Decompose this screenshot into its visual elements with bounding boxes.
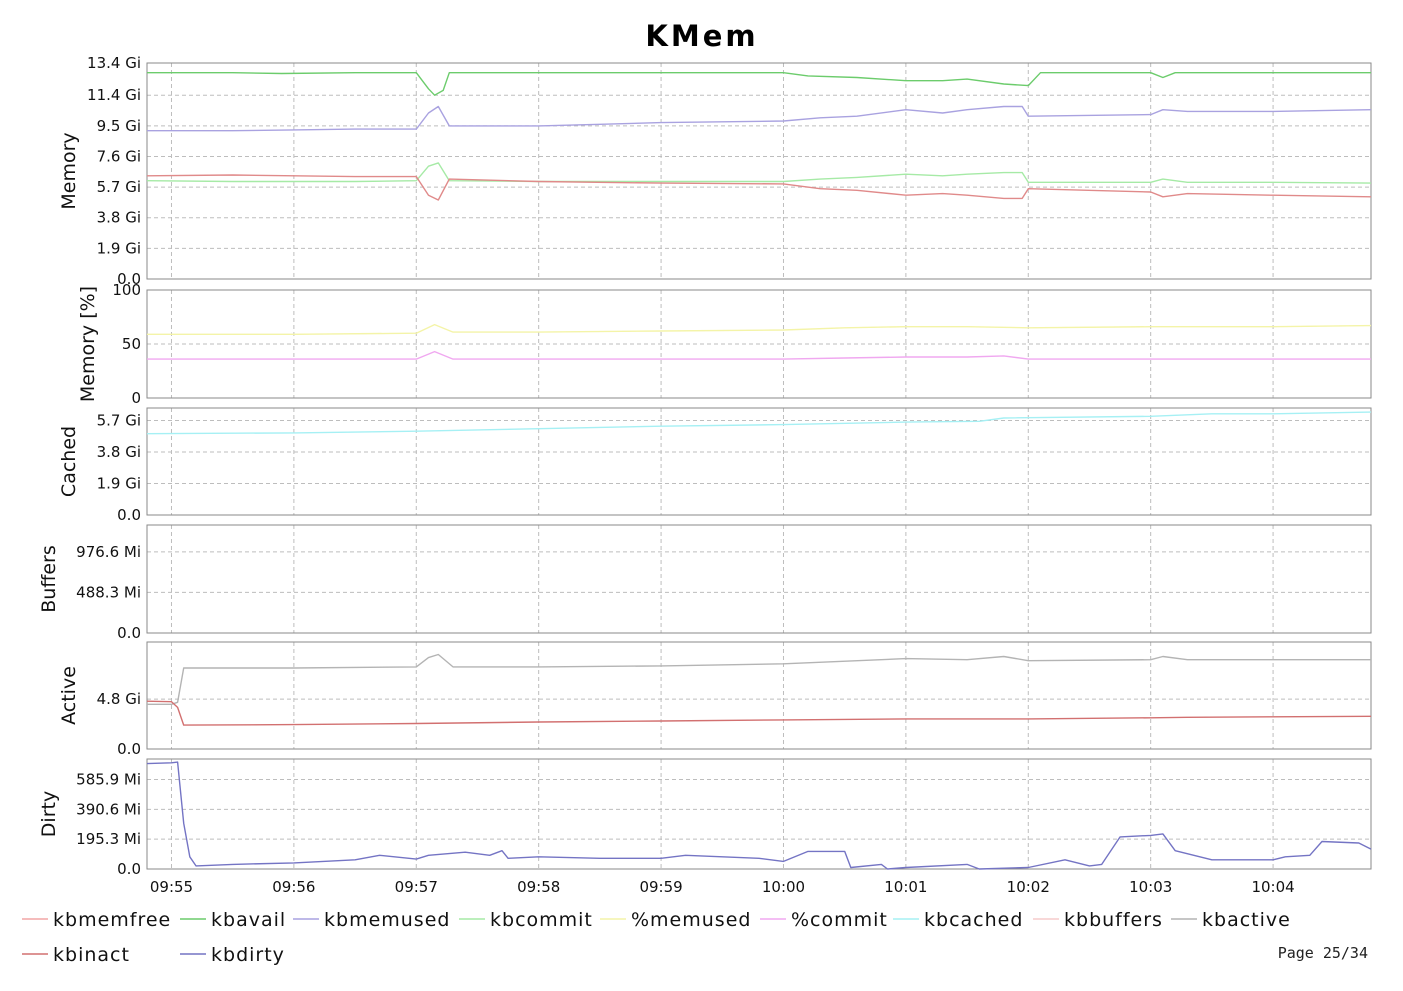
y-axis-label: Buffers: [38, 545, 60, 613]
panel-memory: 0.0 1.9 Gi 3.8 Gi 5.7 Gi 7.6 Gi 9.5 Gi 11.4 Gi…: [58, 54, 1372, 288]
y-tick-label: 0.0: [117, 624, 141, 642]
panel-frame: [146, 641, 1372, 750]
panel-frame: [146, 524, 1372, 634]
y-axis-label: Memory [%]: [77, 286, 99, 402]
series-line-kbcommit: [146, 162, 1372, 184]
panel-memory-pct: 0 50 100 Memory [%]: [77, 281, 1372, 407]
chart-panels: 0.0 1.9 Gi 3.8 Gi 5.7 Gi 7.6 Gi 9.5 Gi 11.4 Gi…: [38, 54, 1372, 878]
y-axis-label: Memory: [58, 132, 80, 209]
y-tick-label: 5.7 Gi: [97, 178, 141, 196]
y-tick-label: 4.8 Gi: [97, 690, 141, 708]
series-line-kbmemused: [147, 105, 1372, 132]
y-tick-label: 195.3 Mi: [76, 830, 141, 848]
y-axis-label: Active: [58, 666, 80, 725]
series-line-pct-commit: [147, 350, 1371, 360]
legend-item-kbmemused: kbmemused: [293, 909, 450, 931]
legend-label: kbbuffers: [1064, 909, 1163, 931]
y-tick-label: 3.8 Gi: [97, 443, 141, 461]
series-line-pct-memused: [147, 323, 1372, 335]
legend-label: kbmemused: [324, 909, 450, 931]
x-tick-label: 09:59: [639, 878, 682, 896]
y-tick-label: 488.3 Mi: [76, 583, 141, 601]
x-tick-label: 10:01: [884, 878, 927, 896]
legend-label: kbmemfree: [53, 909, 171, 931]
panel-buffers: 0.0 488.3 Mi 976.6 Mi Buffers: [38, 524, 1372, 642]
chart-title: KMem: [645, 19, 758, 53]
y-tick-label: 1.9 Gi: [97, 474, 141, 492]
legend-item-kbcached: kbcached: [893, 909, 1023, 931]
x-tick-label: 09:56: [272, 878, 315, 896]
x-tick-label: 10:03: [1129, 878, 1172, 896]
legend-item-kbinact: kbinact: [22, 944, 130, 966]
series-line-kbinact: [146, 700, 1372, 726]
legend-item-kbmemfree: kbmemfree: [22, 909, 171, 931]
x-tick-label: 10:04: [1251, 878, 1294, 896]
x-tick-label: 10:00: [762, 878, 805, 896]
legend-label: kbcommit: [490, 909, 593, 931]
legend-item-kbavail: kbavail: [180, 909, 286, 931]
series-line-kbavail: [147, 72, 1371, 96]
page-label: Page 25/34: [1278, 944, 1368, 962]
legend-item-kbactive: kbactive: [1171, 909, 1291, 931]
series-line-kbcached: [146, 411, 1372, 435]
series-line-kbdirty: [146, 761, 1372, 870]
y-tick-label: 0: [131, 389, 141, 407]
y-tick-label: 50: [122, 335, 141, 353]
y-tick-label: 976.6 Mi: [76, 543, 141, 561]
legend-label: kbdirty: [211, 944, 285, 966]
y-tick-label: 1.9 Gi: [97, 239, 141, 257]
legend-label: %memused: [631, 909, 751, 931]
legend: kbmemfree kbavail kbmemused kbcommit %memuse…: [22, 909, 1291, 966]
y-tick-label: 13.4 Gi: [87, 54, 141, 72]
panel-frame: [146, 407, 1372, 516]
series-line-kbmemfree: [146, 174, 1372, 201]
x-tick-label: 09:58: [517, 878, 560, 896]
legend-label: kbactive: [1202, 909, 1291, 931]
y-tick-label: 5.7 Gi: [97, 411, 141, 429]
y-tick-label: 585.9 Mi: [76, 770, 141, 788]
y-axis-label: Dirty: [38, 791, 60, 837]
y-tick-label: 7.6 Gi: [97, 147, 141, 165]
legend-item-kbdirty: kbdirty: [180, 944, 285, 966]
x-tick-label: 09:55: [150, 878, 193, 896]
y-tick-label: 100: [112, 281, 141, 299]
y-tick-label: 0.0: [117, 506, 141, 524]
y-tick-label: 11.4 Gi: [87, 86, 141, 104]
y-tick-label: 9.5 Gi: [97, 117, 141, 135]
series-line-kbactive: [147, 653, 1371, 705]
panel-frame: [146, 289, 1372, 399]
panel-frame: [146, 62, 1372, 280]
legend-label: %commit: [791, 909, 888, 931]
legend-item-kbbuffers: kbbuffers: [1033, 909, 1163, 931]
y-tick-label: 3.8 Gi: [97, 209, 141, 227]
x-tick-label: 10:02: [1007, 878, 1050, 896]
panel-frame: [146, 758, 1372, 870]
y-tick-label: 0.0: [117, 860, 141, 878]
legend-label: kbinact: [53, 944, 130, 966]
y-tick-label: 0.0: [117, 740, 141, 758]
legend-label: kbcached: [924, 909, 1023, 931]
panel-cached: 0.0 1.9 Gi 3.8 Gi 5.7 Gi Cached: [58, 407, 1372, 524]
y-axis-label: Cached: [58, 426, 80, 497]
legend-item-pct-commit: %commit: [760, 909, 888, 931]
y-tick-label: 0.0: [117, 270, 141, 288]
x-tick-label: 09:57: [395, 878, 438, 896]
panel-active: 0.0 4.8 Gi Active: [58, 641, 1372, 758]
legend-item-pct-memused: %memused: [600, 909, 751, 931]
x-axis: 09:55 09:56 09:57 09:58 09:59 10:00 10:01 10:02…: [150, 878, 1295, 896]
legend-label: kbavail: [211, 909, 286, 931]
y-tick-label: 390.6 Mi: [76, 800, 141, 818]
legend-item-kbcommit: kbcommit: [459, 909, 593, 931]
panel-dirty: 0.0 195.3 Mi 390.6 Mi 585.9 Mi Dirty: [38, 758, 1372, 878]
